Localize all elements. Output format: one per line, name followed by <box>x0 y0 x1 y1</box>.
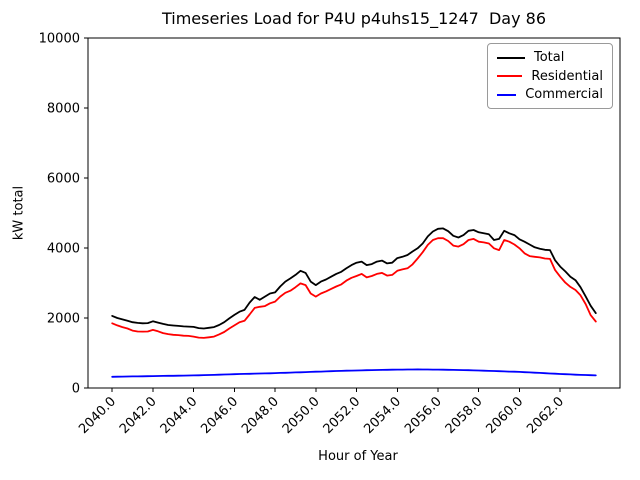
residential-line-icon <box>497 75 523 77</box>
legend-label-residential: Residential <box>531 68 603 84</box>
svg-text:4000: 4000 <box>47 242 80 257</box>
legend-item-commercial: Commercial <box>497 88 603 101</box>
svg-text:2040.0: 2040.0 <box>76 394 119 437</box>
svg-text:2050.0: 2050.0 <box>280 394 323 437</box>
x-axis-label: Hour of Year <box>318 449 398 464</box>
svg-text:2042.0: 2042.0 <box>117 394 160 437</box>
legend-label-total: Total <box>534 50 565 65</box>
svg-text:2062.0: 2062.0 <box>524 394 567 437</box>
y-axis-label: kW total <box>11 185 27 241</box>
legend-item-residential: Residential <box>497 70 603 83</box>
commercial-line-icon <box>497 93 517 96</box>
legend: Total Residential Commercial <box>487 43 613 109</box>
legend-item-total: Total <box>497 51 603 64</box>
svg-text:2058.0: 2058.0 <box>443 394 486 437</box>
svg-text:2056.0: 2056.0 <box>402 394 445 437</box>
svg-text:2060.0: 2060.0 <box>484 394 527 437</box>
svg-text:2054.0: 2054.0 <box>361 394 404 437</box>
svg-text:2000: 2000 <box>47 312 80 327</box>
svg-text:10000: 10000 <box>39 32 80 47</box>
svg-text:2044.0: 2044.0 <box>158 394 201 437</box>
svg-text:2046.0: 2046.0 <box>198 394 241 437</box>
svg-text:2052.0: 2052.0 <box>321 394 364 437</box>
chart-title: Timeseries Load for P4U p4uhs15_1247 Day… <box>161 9 547 28</box>
svg-text:2048.0: 2048.0 <box>239 394 282 437</box>
svg-text:0: 0 <box>72 382 80 397</box>
svg-text:6000: 6000 <box>47 172 80 187</box>
svg-text:8000: 8000 <box>47 102 80 117</box>
total-line-icon <box>497 56 525 59</box>
legend-label-commercial: Commercial <box>525 87 603 102</box>
